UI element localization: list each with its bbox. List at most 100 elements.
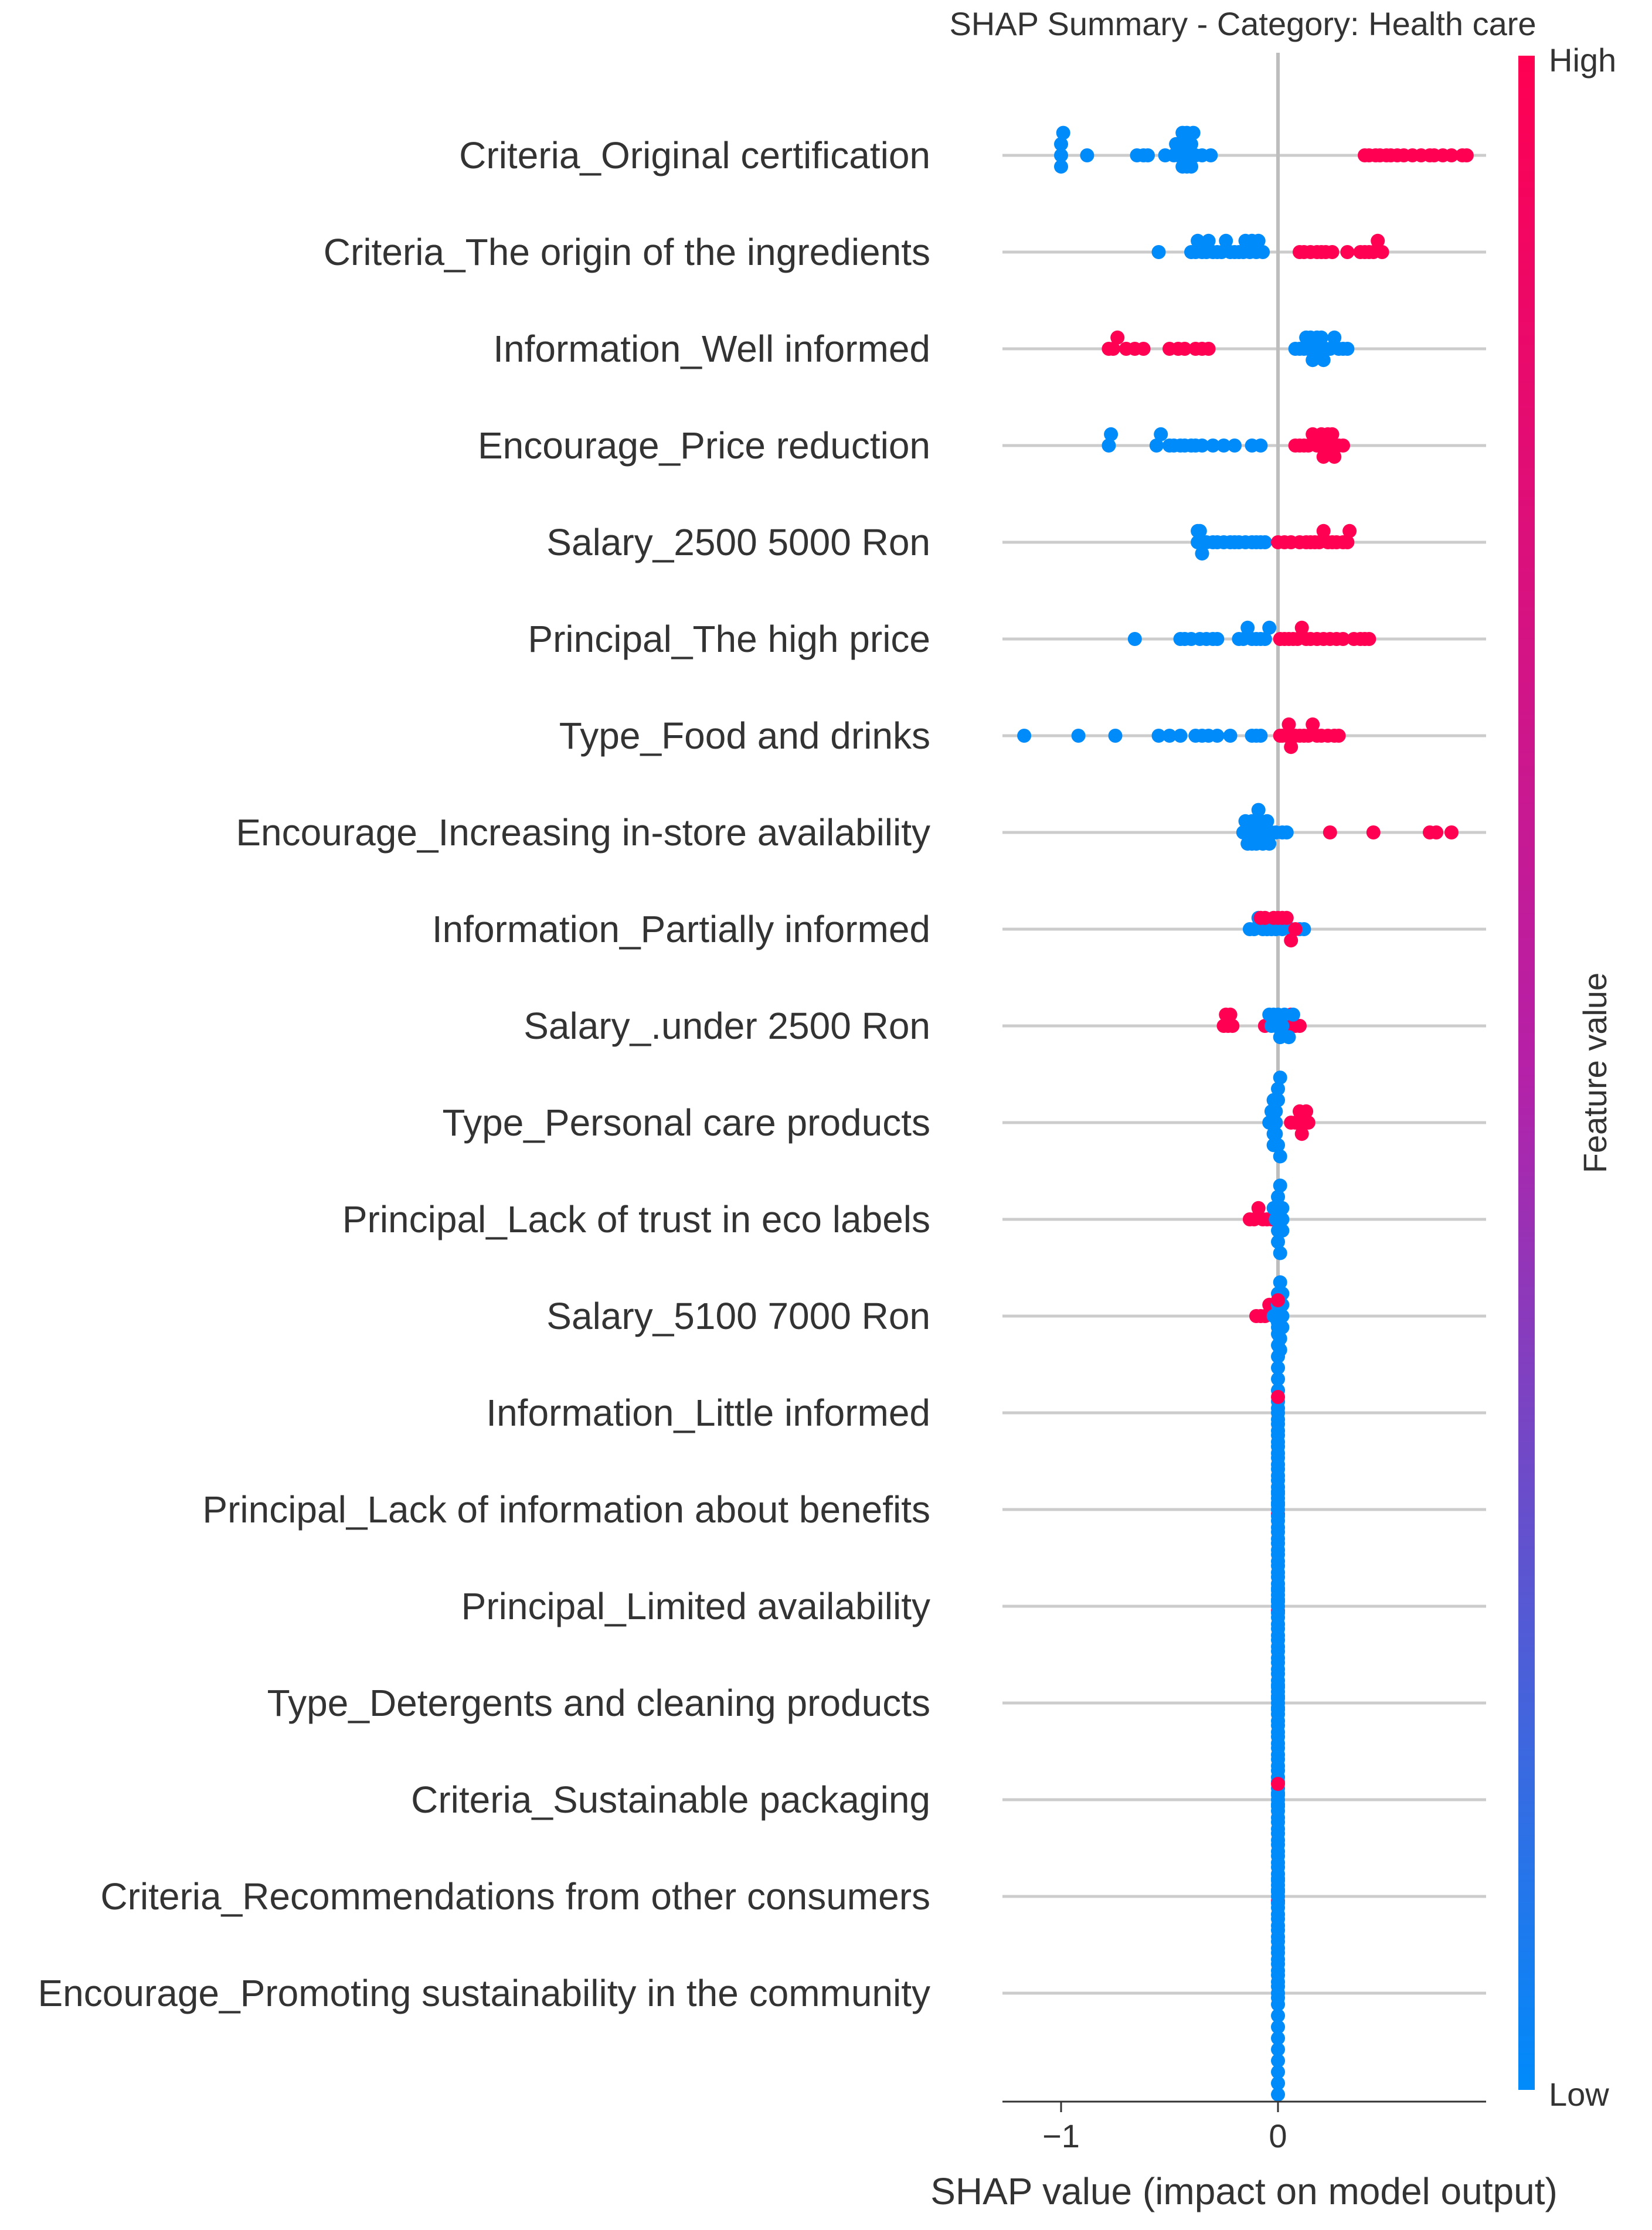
shap-point — [1223, 1007, 1238, 1022]
shap-point — [1271, 1423, 1285, 1438]
feature-label: Principal_The high price — [528, 618, 930, 660]
shap-point — [1195, 546, 1209, 561]
shap-point — [1257, 535, 1272, 549]
shap-point — [1054, 159, 1068, 174]
shap-point — [1219, 233, 1233, 248]
shap-point — [1271, 1788, 1285, 1803]
shap-point — [1206, 438, 1220, 453]
shap-point — [1054, 137, 1068, 151]
shap-point — [1271, 1338, 1285, 1352]
feature-label: Principal_Lack of trust in eco labels — [342, 1198, 930, 1240]
shap-point — [1271, 1304, 1285, 1319]
shap-point — [1284, 740, 1299, 754]
shap-point — [1271, 1434, 1285, 1449]
shap-point — [1108, 729, 1123, 743]
shap-point — [1273, 1275, 1287, 1290]
feature-label: Criteria_The origin of the ingredients — [324, 231, 930, 273]
shap-point — [1253, 438, 1268, 453]
shap-point — [1286, 1007, 1300, 1022]
shap-point — [1149, 438, 1164, 453]
shap-point — [1271, 1810, 1285, 1825]
shap-point — [1080, 148, 1094, 162]
feature-label: Type_Food and drinks — [559, 715, 930, 757]
shap-point — [1110, 330, 1125, 345]
shap-point — [1271, 1714, 1285, 1728]
shap-point — [1273, 1149, 1287, 1164]
shap-point — [1271, 1691, 1285, 1706]
shap-point — [1271, 1082, 1285, 1096]
feature-labels: Criteria_Original certification Criteria_… — [38, 134, 930, 2014]
shap-point — [1271, 1487, 1285, 1501]
chart-title: SHAP Summary - Category: Health care — [949, 5, 1536, 42]
shap-point — [1327, 330, 1342, 345]
shap-point — [1444, 148, 1459, 162]
shap-point — [1271, 1874, 1285, 1888]
shap-point — [1336, 632, 1350, 646]
shap-point — [1271, 1833, 1285, 1847]
shap-point — [1271, 2076, 1285, 2090]
shap-point — [1162, 729, 1177, 743]
shap-point — [1262, 620, 1277, 635]
shap-point — [1192, 523, 1207, 538]
x-tick-label: −1 — [1042, 2117, 1080, 2154]
shap-point — [1271, 1412, 1285, 1427]
shap-point — [1204, 148, 1218, 162]
shap-point — [1269, 1127, 1283, 1141]
shap-point — [1331, 729, 1346, 743]
shap-point — [1301, 1116, 1316, 1130]
shap-point — [1271, 1885, 1285, 1899]
shap-point — [1362, 632, 1376, 646]
shap-point — [1151, 729, 1166, 743]
shap-point — [1271, 2054, 1285, 2068]
shap-point — [1271, 2020, 1285, 2034]
shap-point — [1271, 1372, 1285, 1386]
feature-label: Principal_Lack of information about bene… — [202, 1488, 930, 1531]
shap-point — [1262, 837, 1277, 851]
shap-point — [1316, 523, 1331, 538]
shap-point — [1275, 1201, 1290, 1215]
shap-point — [1271, 2042, 1285, 2056]
x-axis-ticks: −1 0 — [1042, 2102, 1287, 2154]
shap-point — [1282, 717, 1296, 732]
shap-point — [1288, 922, 1303, 936]
shap-point — [1340, 535, 1355, 549]
shap-point — [1375, 245, 1389, 259]
shap-point — [1271, 1315, 1285, 1330]
shap-point — [1271, 1583, 1285, 1597]
shap-point — [1271, 1401, 1285, 1416]
colorbar — [1518, 56, 1535, 2090]
shap-point — [1271, 1565, 1285, 1580]
shap-point — [1366, 825, 1381, 839]
shap-point — [1104, 427, 1119, 441]
shap-point — [1271, 1349, 1285, 1364]
shap-point — [1342, 523, 1357, 538]
shap-point — [1154, 427, 1168, 441]
feature-label: Salary_.under 2500 Ron — [524, 1005, 930, 1047]
shap-point — [1271, 1235, 1285, 1249]
x-axis-title: SHAP value (impact on model output) — [930, 2170, 1558, 2212]
shap-point — [1173, 729, 1188, 743]
shap-point — [1271, 1531, 1285, 1546]
shap-point — [1260, 814, 1274, 828]
shap-point — [1299, 1104, 1314, 1119]
shap-point — [1271, 1777, 1285, 1791]
shap-point — [1271, 1093, 1285, 1107]
shap-point — [1269, 1104, 1283, 1119]
shap-point — [1316, 353, 1331, 368]
shap-point — [1136, 342, 1151, 356]
feature-label: Type_Personal care products — [443, 1102, 930, 1144]
shap-point — [1306, 353, 1320, 368]
shap-point — [1127, 632, 1142, 646]
shap-point — [1271, 1293, 1285, 1307]
feature-label: Principal_Limited availability — [461, 1585, 930, 1627]
shap-point — [1271, 1918, 1285, 1933]
feature-label: Criteria_Sustainable packaging — [411, 1779, 930, 1821]
shap-point — [1275, 1223, 1290, 1238]
shap-point — [1271, 1390, 1285, 1404]
shap-point — [1106, 342, 1120, 356]
feature-label: Type_Detergents and cleaning products — [267, 1682, 930, 1724]
shap-point — [1273, 1070, 1287, 1085]
shap-point — [1271, 1974, 1285, 1989]
shap-point — [1271, 1617, 1285, 1631]
shap-point — [1225, 1019, 1240, 1033]
